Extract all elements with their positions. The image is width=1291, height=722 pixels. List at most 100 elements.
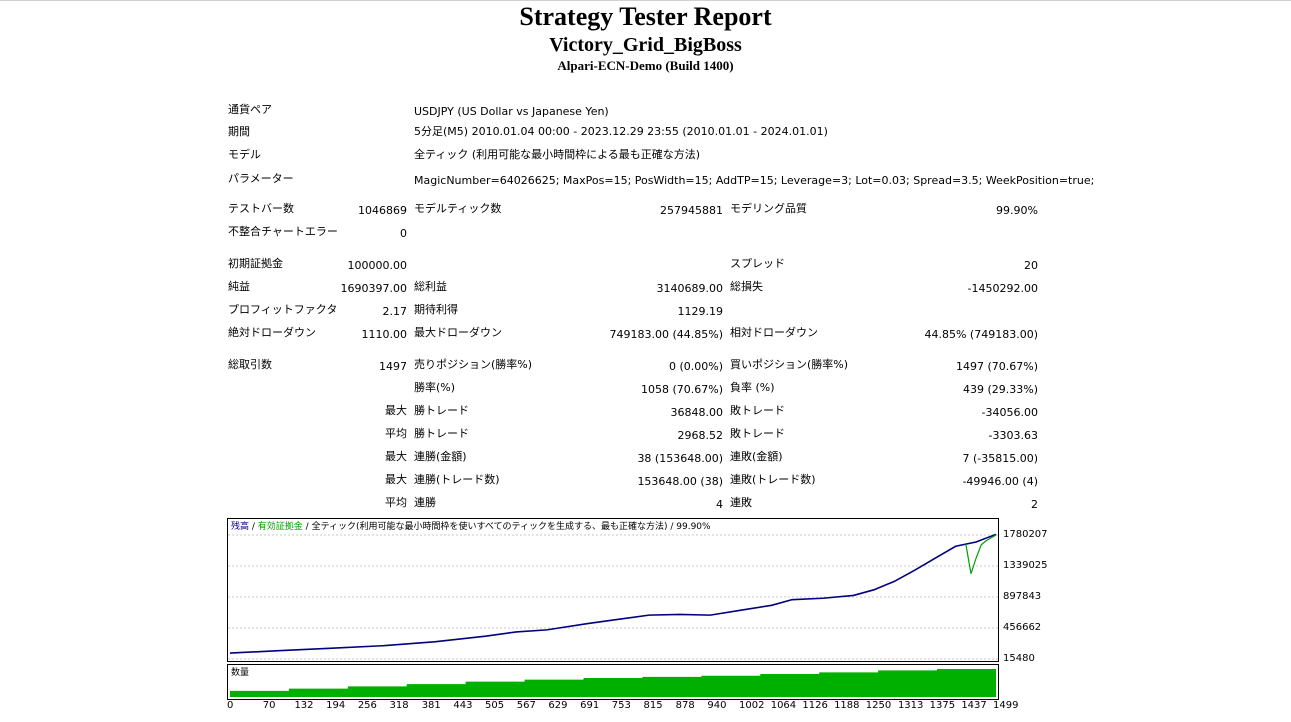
x-tick-label: 194 (326, 700, 346, 711)
win-rate-label: 勝率(%) (414, 381, 456, 394)
deposit-label: 初期証拠金 (228, 257, 283, 270)
x-tick-label: 567 (516, 700, 536, 711)
period-label: 期間 (228, 125, 250, 138)
equity-line (965, 534, 997, 574)
legend-separator: / (302, 522, 312, 532)
x-tick-label: 1188 (834, 700, 860, 711)
max-cons-money-prefix: 最大 (385, 450, 407, 463)
avg-cons-losses-value: 2 (1031, 498, 1038, 511)
params-value: MagicNumber=64026625; MaxPos=15; PosWidt… (414, 174, 1095, 187)
avg-cons-losses-label: 連敗 (730, 496, 752, 509)
net-profit-label: 純益 (228, 280, 250, 293)
volume-area (230, 669, 996, 697)
loss-rate-label: 負率 (%) (730, 381, 775, 394)
x-tick-label: 940 (707, 700, 727, 711)
cons-losses-money-value: 7 (-35815.00) (962, 452, 1038, 465)
largest-win-value: 36848.00 (670, 406, 724, 419)
broker-build: Alpari-ECN-Demo (Build 1400) (557, 58, 734, 73)
x-tick-label: 0 (227, 700, 234, 711)
report-title: Strategy Tester Report (519, 2, 772, 31)
x-tick-label: 132 (294, 700, 314, 711)
model-label: モデル (228, 148, 261, 161)
x-tick-label: 1499 (993, 700, 1019, 711)
avg-win-label: 勝トレード (414, 427, 469, 440)
legend-equity: 有効証拠金 (257, 522, 303, 532)
quality-label: モデリング品質 (730, 202, 807, 215)
x-tick-label: 256 (357, 700, 377, 711)
expert-name: Victory_Grid_BigBoss (549, 34, 742, 56)
avg-cons-wins-label: 連勝 (414, 496, 436, 509)
y-tick-label: 897843 (1003, 591, 1042, 602)
win-rate-value: 1058 (70.67%) (640, 383, 723, 396)
legend-balance: 残高 (231, 522, 250, 532)
avg-loss-label: 敗トレード (730, 427, 785, 440)
max-drawdown-value: 749183.00 (44.85%) (609, 328, 723, 341)
cons-profit-value: 153648.00 (38) (637, 475, 723, 488)
legend-model: 全ティック(利用可能な最小時間枠を使いすべてのティックを生成する、最も正確な方法… (311, 522, 711, 532)
balance-chart: 残高 / 有効証拠金 / 全ティック(利用可能な最小時間枠を使いすべてのティック… (227, 518, 999, 662)
expected-payoff-label: 期待利得 (414, 303, 458, 316)
x-tick-label: 753 (611, 700, 631, 711)
volume-chart: 数量 (227, 664, 999, 700)
x-tick-label: 505 (485, 700, 505, 711)
x-tick-label: 1375 (929, 700, 956, 711)
x-tick-label: 443 (453, 700, 473, 711)
y-tick-label: 1339025 (1003, 560, 1048, 571)
balance-line (229, 533, 997, 654)
short-positions-label: 売りポジション(勝率%) (414, 358, 533, 371)
long-positions-label: 買いポジション(勝率%) (730, 358, 849, 371)
volume-chart-plot (230, 669, 996, 697)
gross-loss-label: 総損失 (730, 280, 763, 293)
y-tick-label: 1780207 (1003, 529, 1048, 540)
cons-loss-label: 連敗(トレード数) (730, 473, 816, 486)
quality-value: 99.90% (996, 204, 1038, 217)
largest-win-label: 勝トレード (414, 404, 469, 417)
chart-legend: 残高 / 有効証拠金 / 全ティック(利用可能な最小時間枠を使いすべてのティック… (231, 522, 711, 533)
expected-payoff-value: 1129.19 (677, 305, 724, 318)
largest-prefix: 最大 (385, 404, 407, 417)
avg-cons-wins-value: 4 (716, 498, 723, 511)
avg-win-value: 2968.52 (677, 429, 724, 442)
loss-rate-value: 439 (29.33%) (962, 383, 1038, 396)
max-drawdown-label: 最大ドローダウン (414, 326, 502, 339)
cons-losses-money-label: 連敗(金額) (730, 450, 783, 463)
errors-label: 不整合チャートエラー (228, 225, 338, 238)
x-tick-label: 1313 (897, 700, 924, 711)
spread-label: スプレッド (730, 257, 785, 270)
x-tick-label: 1126 (802, 700, 828, 711)
total-trades-label: 総取引数 (228, 358, 272, 371)
symbol-value: USDJPY (US Dollar vs Japanese Yen) (414, 105, 609, 118)
y-tick-label: 456662 (1003, 622, 1042, 633)
short-positions-value: 0 (0.00%) (668, 360, 723, 373)
largest-loss-label: 敗トレード (730, 404, 785, 417)
x-tick-label: 1064 (770, 700, 797, 711)
x-tick-label: 1002 (739, 700, 765, 711)
period-value: 5分足(M5) 2010.01.04 00:00 - 2023.12.29 23… (414, 125, 828, 138)
volume-label: 数量 (231, 668, 250, 678)
spread-value: 20 (1024, 259, 1038, 272)
gross-profit-label: 総利益 (414, 280, 447, 293)
x-tick-label: 691 (580, 700, 600, 711)
max-cons-count-prefix: 最大 (385, 473, 407, 486)
cons-profit-label: 連勝(トレード数) (414, 473, 500, 486)
cons-wins-money-label: 連勝(金額) (414, 450, 467, 463)
cons-loss-value: -49946.00 (4) (962, 475, 1038, 488)
avg-cons-prefix: 平均 (385, 496, 407, 509)
gross-profit-value: 3140689.00 (656, 282, 723, 295)
gross-loss-value: -1450292.00 (967, 282, 1038, 295)
abs-drawdown-value: 1110.00 (361, 328, 408, 341)
deposit-value: 100000.00 (347, 259, 408, 272)
params-label: パラメーター (228, 172, 294, 185)
ticks-label: モデルティック数 (414, 202, 502, 215)
x-tick-label: 878 (675, 700, 695, 711)
cons-wins-money-value: 38 (153648.00) (637, 452, 723, 465)
y-tick-label: 15480 (1003, 653, 1035, 664)
errors-value: 0 (400, 227, 407, 240)
balance-chart-plot (228, 533, 998, 660)
largest-loss-value: -34056.00 (981, 406, 1038, 419)
x-tick-label: 1250 (865, 700, 892, 711)
rel-drawdown-label: 相対ドローダウン (730, 326, 818, 339)
x-tick-label: 318 (389, 700, 409, 711)
x-tick-label: 70 (262, 700, 276, 711)
rel-drawdown-value: 44.85% (749183.00) (924, 328, 1038, 341)
